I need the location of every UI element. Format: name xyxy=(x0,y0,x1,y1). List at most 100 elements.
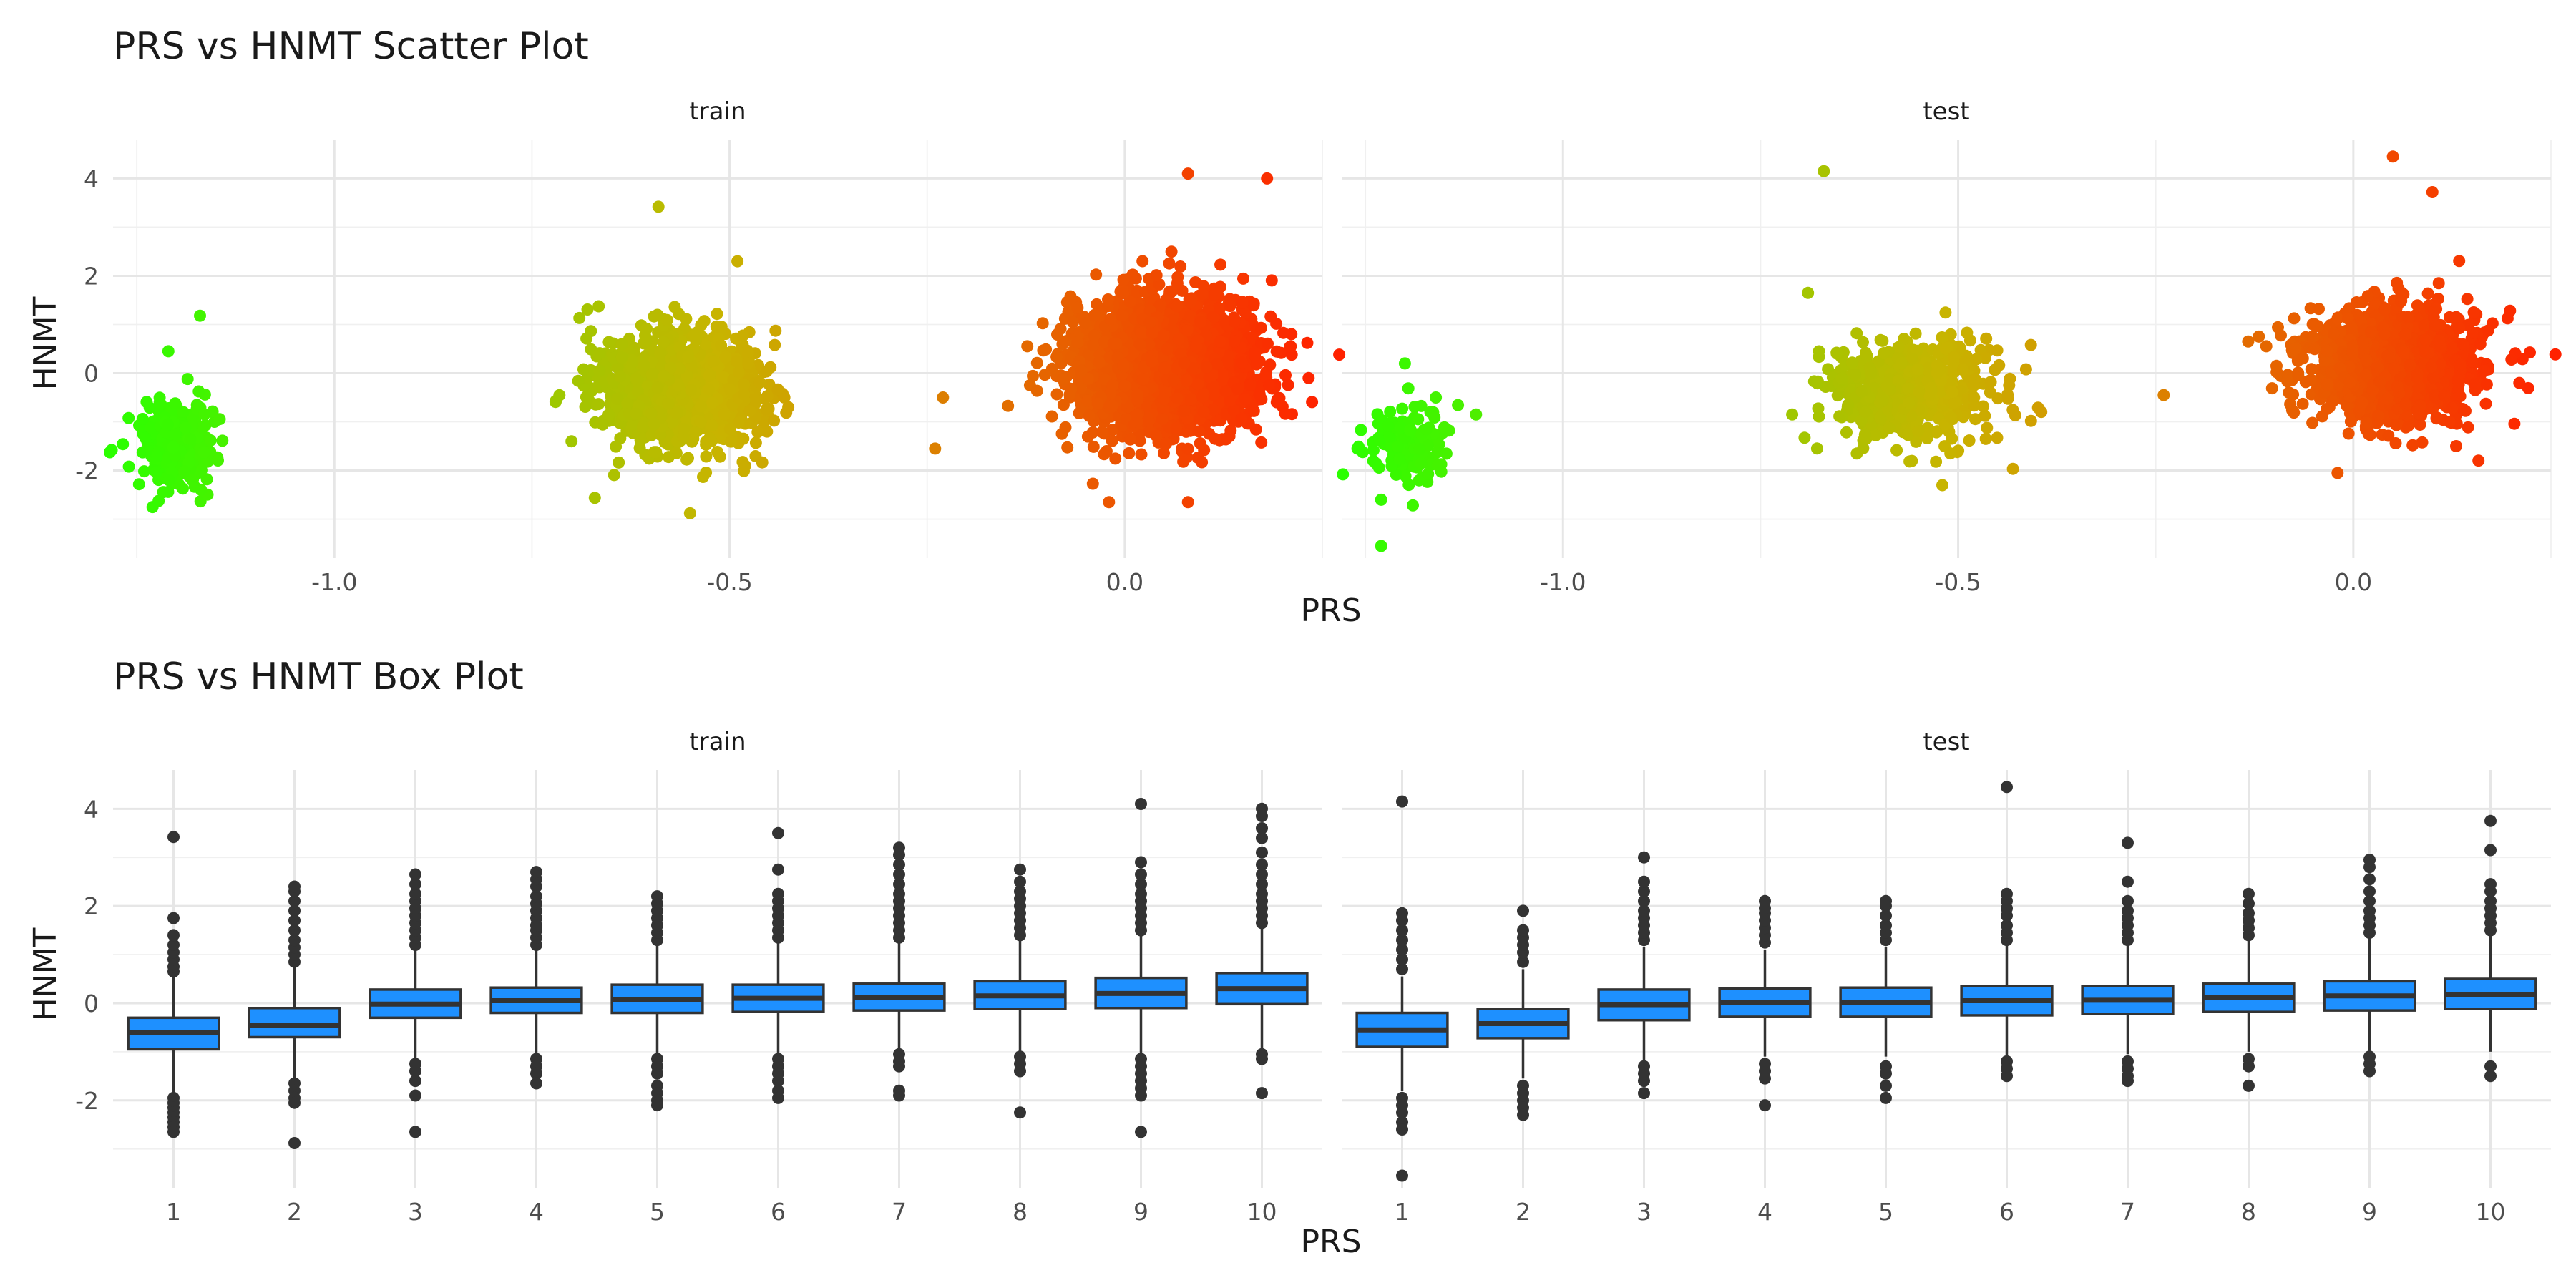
scatter-point xyxy=(1968,391,1981,404)
scatter-point xyxy=(1194,316,1206,328)
scatter-point xyxy=(738,388,750,401)
scatter-point xyxy=(1078,317,1091,330)
scatter-point xyxy=(1979,351,1991,364)
scatter-point xyxy=(1279,407,1292,420)
scatter-point xyxy=(689,426,702,439)
scatter-point xyxy=(1229,335,1241,348)
scatter-point xyxy=(145,421,157,434)
scatter-point xyxy=(580,391,592,404)
scatter-point xyxy=(654,346,667,359)
scatter-point xyxy=(1857,336,1869,348)
scatter-point xyxy=(1117,273,1130,286)
scatter-point xyxy=(700,450,713,463)
scatter-point xyxy=(1106,434,1118,447)
scatter-point xyxy=(1091,397,1104,410)
scatter-point xyxy=(1166,313,1179,326)
scatter-point xyxy=(1858,429,1871,441)
scatter-point xyxy=(2024,414,2037,427)
scatter-point xyxy=(2508,417,2521,430)
scatter-point xyxy=(645,429,658,441)
scatter-point xyxy=(1143,316,1156,329)
scatter-point xyxy=(741,357,754,370)
scatter-point xyxy=(1874,333,1887,346)
scatter-point xyxy=(1404,424,1416,436)
scatter-point xyxy=(1948,396,1961,409)
scatter-point xyxy=(1284,340,1297,353)
scatter-point xyxy=(1924,382,1937,395)
scatter-point xyxy=(585,325,597,338)
scatter-point xyxy=(1088,329,1101,342)
scatter-point xyxy=(1136,326,1148,339)
scatter-point xyxy=(1131,389,1144,401)
scatter-point xyxy=(651,381,664,394)
scatter-point xyxy=(1385,459,1398,472)
scatter-point xyxy=(1428,411,1441,424)
scatter-point xyxy=(1969,353,1982,366)
scatter-point xyxy=(782,401,795,414)
scatter-point xyxy=(640,335,653,348)
scatter-point xyxy=(1096,426,1108,439)
scatter-point xyxy=(680,453,693,466)
scatter-point xyxy=(768,414,781,427)
scatter-point xyxy=(592,300,605,313)
scatter-point xyxy=(668,301,681,313)
scatter-point xyxy=(706,419,718,432)
scatter-point xyxy=(1979,409,1991,422)
scatter-point xyxy=(1081,394,1094,407)
scatter-point xyxy=(1181,324,1194,337)
scatter-point xyxy=(581,303,594,316)
scatter-points xyxy=(104,150,2562,552)
scatter-point xyxy=(1192,425,1205,438)
scatter-point xyxy=(162,474,175,487)
scatter-point xyxy=(1146,326,1158,339)
scatter-point xyxy=(565,435,578,448)
scatter-point xyxy=(1237,272,1249,285)
scatter-point xyxy=(1071,336,1084,349)
scatter-point xyxy=(738,459,751,472)
scatter-point xyxy=(732,366,745,379)
scatter-point xyxy=(1002,399,1015,412)
scatter-point xyxy=(1178,356,1191,369)
scatter-point xyxy=(1247,404,1260,417)
scatter-point xyxy=(2001,389,2014,401)
scatter-point xyxy=(1236,356,1249,369)
scatter-point xyxy=(1086,426,1099,439)
scatter-point xyxy=(1117,358,1130,371)
scatter-point xyxy=(198,408,211,421)
scatter-point xyxy=(761,390,774,403)
scatter-point xyxy=(1433,438,1445,451)
scatter-point xyxy=(1200,361,1213,374)
scatter-point xyxy=(608,469,620,482)
scatter-point xyxy=(610,440,623,453)
scatter-point xyxy=(1131,409,1143,421)
scatter-point xyxy=(132,478,145,491)
scatter-point xyxy=(645,407,658,420)
scatter-point xyxy=(151,449,164,462)
scatter-point xyxy=(1118,379,1131,392)
scatter-point xyxy=(1846,356,1858,369)
scatter-point xyxy=(1333,348,1346,361)
scatter-point xyxy=(648,446,660,459)
scatter-point xyxy=(1050,388,1063,401)
scatter-point xyxy=(1075,382,1087,394)
scatter-point xyxy=(138,465,150,478)
scatter-point xyxy=(1090,268,1103,281)
scatter-point xyxy=(1930,455,1943,468)
scatter-point xyxy=(1956,364,1969,376)
scatter-point xyxy=(169,428,182,441)
scatter-point xyxy=(1961,326,1974,339)
scatter-point xyxy=(929,442,942,455)
scatter-point xyxy=(1408,401,1421,414)
scatter-point xyxy=(1153,278,1166,291)
scatter-point xyxy=(1895,357,1908,370)
scatter-point xyxy=(749,436,762,449)
scatter-point xyxy=(1157,329,1170,342)
scatter-point xyxy=(1087,338,1100,351)
scatter-point xyxy=(1302,371,1315,384)
scatter-point xyxy=(2006,462,2019,475)
scatter-point xyxy=(615,338,628,351)
scatter-point xyxy=(1452,399,1465,411)
scatter-point xyxy=(1172,333,1185,346)
scatter-point xyxy=(1931,366,1943,379)
scatter-point xyxy=(1181,167,1194,180)
